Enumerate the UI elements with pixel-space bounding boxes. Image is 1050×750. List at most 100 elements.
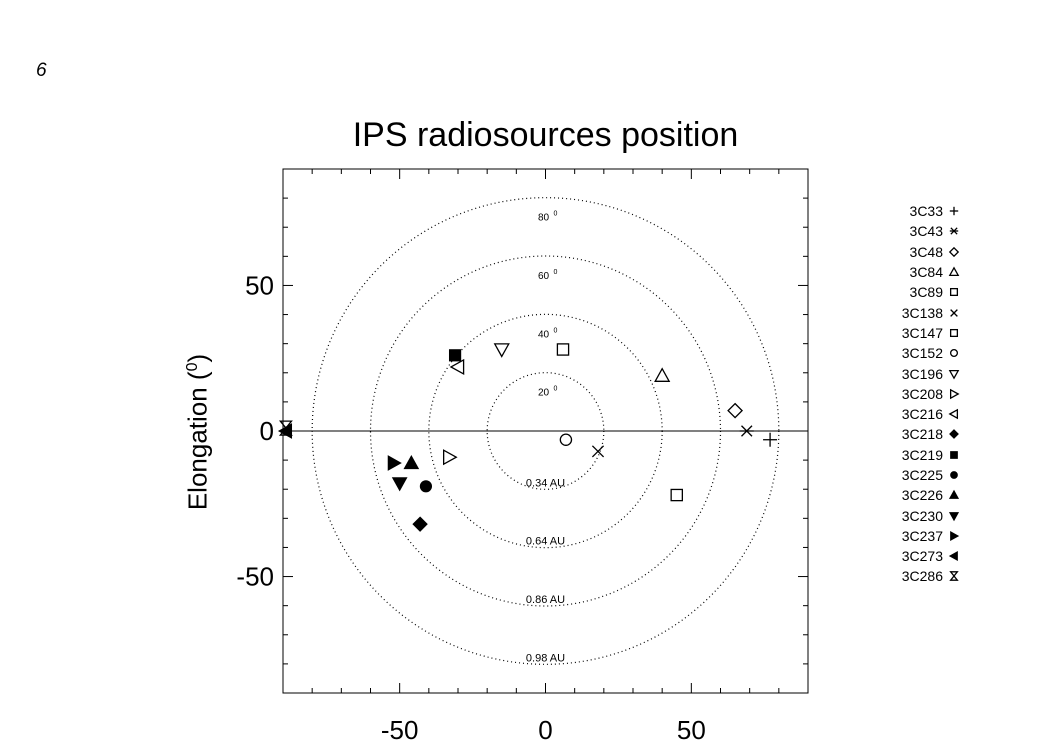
legend-marker-icon	[949, 571, 959, 582]
data-point-3c33	[763, 432, 778, 447]
legend-marker	[948, 490, 960, 500]
elongation-circle	[369, 255, 722, 607]
data-point-3c138	[591, 445, 605, 458]
circle-degree-sign: 0	[554, 386, 558, 393]
legend-item: 3C286	[870, 566, 960, 586]
data-point-3c147	[556, 343, 570, 356]
legend-label: 3C89	[909, 284, 943, 301]
circle-distance-label: 0.64 AU	[526, 536, 565, 548]
legend-marker	[949, 227, 959, 236]
legend-item: 3C226	[870, 485, 960, 505]
legend-item: 3C152	[870, 343, 960, 363]
legend-label: 3C286	[901, 568, 943, 585]
legend-marker-icon	[950, 530, 960, 541]
legend-marker	[948, 511, 960, 521]
data-point-3c84	[654, 367, 671, 382]
legend: 3C33 3C43 3C48 3C84 3C89 3C138 3C147 3C152 3C196…	[870, 201, 960, 587]
legend-marker-icon	[948, 369, 960, 380]
legend-label: 3C218	[901, 426, 943, 443]
legend-item: 3C33	[870, 201, 960, 221]
data-point-3c226	[403, 454, 420, 470]
legend-item: 3C48	[870, 242, 960, 262]
legend-marker	[949, 388, 960, 400]
legend-item: 3C230	[870, 505, 960, 525]
legend-label: 3C226	[901, 487, 943, 504]
legend-marker-icon	[949, 388, 960, 400]
data-point-3c152	[559, 433, 573, 446]
data-point-3c218	[412, 516, 428, 532]
legend-label: 3C216	[901, 406, 943, 423]
legend-label: 3C48	[909, 243, 943, 260]
circle-distance-label: 0.98 AU	[526, 652, 565, 664]
page-number-mark: 6	[36, 60, 47, 81]
legend-item: 3C216	[870, 404, 960, 424]
legend-marker	[949, 429, 959, 440]
legend-marker	[949, 288, 959, 297]
legend-item: 3C273	[870, 546, 960, 566]
circle-degree-sign: 0	[554, 269, 558, 276]
legend-item: 3C208	[870, 384, 960, 404]
legend-marker-icon	[948, 246, 960, 257]
data-point-3c230	[391, 477, 408, 492]
data-point-3c273	[277, 423, 293, 439]
legend-marker-icon	[950, 308, 958, 317]
legend-marker-icon	[948, 511, 960, 521]
data-point-3c208	[442, 449, 458, 466]
legend-label: 3C84	[909, 264, 943, 281]
legend-marker	[948, 369, 960, 380]
legend-label: 3C152	[901, 345, 943, 362]
legend-marker-icon	[949, 227, 959, 236]
circle-angle-label: 20	[538, 388, 550, 399]
legend-marker	[949, 349, 959, 358]
data-point-3c43	[739, 425, 754, 437]
legend-label: 3C230	[901, 507, 943, 524]
legend-marker	[950, 530, 960, 541]
legend-marker-icon	[949, 206, 959, 216]
legend-marker-icon	[950, 450, 958, 459]
legend-marker-icon	[948, 551, 958, 562]
legend-label: 3C43	[909, 223, 943, 240]
legend-item: 3C196	[870, 363, 960, 383]
data-point-3c286	[278, 420, 293, 436]
legend-marker	[949, 206, 959, 216]
elongation-circle	[428, 313, 663, 549]
x-tick-label: 0	[538, 715, 552, 745]
circle-angle-label: 60	[538, 271, 550, 282]
circle-angle-label: 80	[538, 213, 550, 224]
legend-label: 3C147	[901, 324, 943, 341]
circle-distance-label: 0.86 AU	[526, 594, 565, 606]
elongation-circle	[486, 372, 605, 490]
legend-marker	[950, 471, 958, 479]
legend-marker-icon	[948, 408, 959, 420]
y-tick-label: 50	[245, 270, 274, 300]
legend-label: 3C33	[909, 203, 943, 220]
legend-marker	[949, 571, 959, 582]
legend-label: 3C225	[901, 467, 943, 483]
legend-marker-icon	[949, 288, 959, 297]
legend-label: 3C138	[901, 304, 943, 321]
data-point-3c219	[448, 349, 462, 362]
legend-marker-icon	[949, 429, 959, 440]
data-point-3c196	[493, 343, 510, 358]
legend-item: 3C225	[870, 465, 960, 485]
legend-label: 3C208	[901, 385, 943, 402]
legend-marker	[950, 308, 958, 317]
legend-item: 3C237	[870, 526, 960, 546]
legend-item: 3C219	[870, 445, 960, 465]
legend-item: 3C147	[870, 323, 960, 343]
legend-item: 3C89	[870, 282, 960, 302]
circle-distance-label: 0.34 AU	[526, 477, 565, 489]
data-point-3c89	[670, 488, 684, 502]
circle-degree-sign: 0	[554, 211, 558, 218]
y-tick-label: 0	[260, 416, 274, 446]
data-point-3c48	[727, 402, 744, 419]
data-point-3c225	[419, 480, 433, 493]
legend-marker	[948, 551, 958, 562]
x-tick-label: -50	[381, 715, 419, 745]
legend-item: 3C43	[870, 221, 960, 241]
legend-marker	[948, 246, 960, 257]
circle-degree-sign: 0	[554, 327, 558, 334]
legend-label: 3C196	[901, 365, 943, 382]
legend-label: 3C237	[901, 527, 943, 544]
